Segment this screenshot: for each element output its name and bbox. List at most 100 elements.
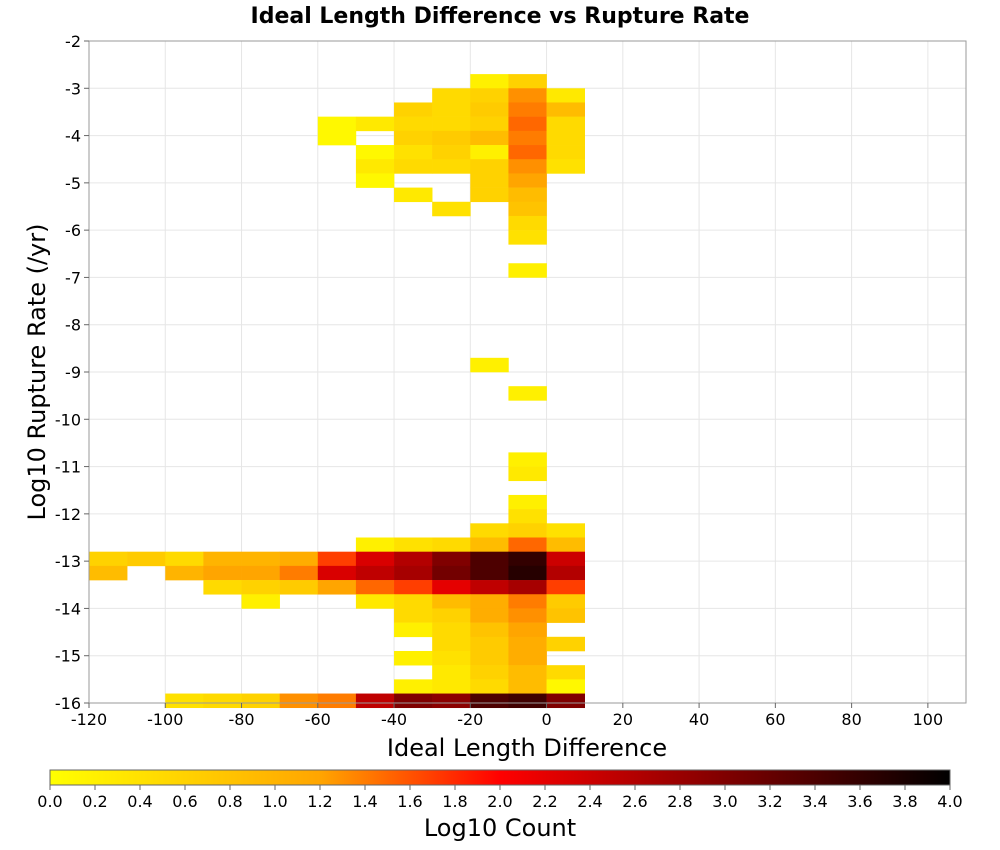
x-tick-label: 0 — [541, 710, 551, 729]
heatmap-cell — [394, 594, 433, 609]
heatmap-cell — [470, 551, 509, 567]
heatmap-cell — [470, 693, 509, 709]
heatmap-cell — [432, 537, 471, 552]
heatmap-cell — [546, 551, 585, 567]
heatmap-cell — [508, 665, 547, 680]
heatmap-cell — [432, 116, 471, 132]
heatmap-cell — [508, 466, 547, 482]
heatmap-cell — [508, 102, 547, 117]
heatmap-cell — [508, 679, 547, 694]
colorbar-tick-label: 2.2 — [532, 792, 557, 811]
heatmap-cell — [317, 565, 357, 581]
heatmap-cell — [317, 580, 357, 595]
heatmap-cell — [508, 201, 547, 217]
heatmap-cell — [546, 88, 585, 103]
heatmap-cell — [394, 622, 433, 638]
heatmap-cell — [394, 580, 433, 595]
heatmap-cell — [508, 650, 547, 666]
heatmap-cell — [317, 693, 357, 709]
heatmap-cell — [470, 608, 509, 623]
colorbar-tick-label: 1.8 — [442, 792, 467, 811]
heatmap-cell — [470, 580, 509, 595]
colorbar-tick-label: 0.6 — [172, 792, 197, 811]
heatmap-cell — [508, 452, 547, 467]
heatmap-cell — [546, 159, 585, 174]
heatmap-cell — [432, 608, 471, 623]
y-axis-ticks: -2 -3 -4 -5 -6 -7 -8 -9 -10 -11 -12 -13 -14 -15 -16 — [55, 32, 89, 713]
heatmap-cell — [279, 551, 319, 567]
heatmap-cell — [203, 565, 242, 581]
heatmap-cell — [394, 551, 433, 567]
heatmap-cell — [508, 187, 547, 203]
heatmap-cell — [432, 102, 471, 117]
heatmap-cell — [432, 88, 471, 103]
x-tick-label: -40 — [381, 710, 407, 729]
y-tick-label: -13 — [55, 552, 81, 571]
heatmap-cell — [508, 551, 547, 567]
heatmap-cell — [279, 565, 319, 581]
heatmap-cell — [355, 159, 395, 174]
heatmap-cell — [508, 116, 547, 132]
heatmap-cell — [165, 565, 204, 581]
y-tick-label: -16 — [55, 694, 81, 713]
colorbar-tick-label: 3.0 — [712, 792, 737, 811]
colorbar-tick-label: 1.4 — [352, 792, 377, 811]
heatmap-cell — [546, 636, 585, 652]
heatmap-cell — [394, 130, 433, 146]
y-tick-label: -3 — [65, 79, 81, 98]
colorbar-tick-label: 3.6 — [847, 792, 872, 811]
x-tick-label: -60 — [305, 710, 331, 729]
y-tick-label: -5 — [65, 174, 81, 193]
y-tick-label: -7 — [65, 268, 81, 287]
x-tick-label: -100 — [147, 710, 183, 729]
chart-title: Ideal Length Difference vs Rupture Rate — [251, 4, 750, 29]
heatmap-cell — [394, 608, 433, 623]
colorbar-tick-label: 3.2 — [757, 792, 782, 811]
heatmap-cell — [355, 693, 395, 709]
heatmap-cell — [508, 159, 547, 174]
heatmap-cell — [317, 116, 357, 132]
heatmap-cell — [241, 693, 280, 709]
heatmap-cell — [394, 159, 433, 174]
heatmap-cell — [317, 551, 357, 567]
heatmap-cell — [241, 594, 280, 609]
colorbar-tick-label: 0.8 — [217, 792, 242, 811]
heatmap-cell — [508, 594, 547, 609]
y-tick-label: -9 — [65, 363, 81, 382]
y-tick-label: -12 — [55, 505, 81, 524]
heatmap-cell — [432, 201, 471, 217]
heatmap-cell — [508, 74, 547, 89]
heatmap-cell — [394, 116, 433, 132]
heatmap-cell — [203, 580, 242, 595]
heatmap-cell — [470, 679, 509, 694]
y-tick-label: -4 — [65, 127, 81, 146]
y-axis-label: Log10 Rupture Rate (/yr) — [23, 224, 51, 521]
heatmap-cell — [432, 622, 471, 638]
heatmap-cell — [355, 145, 395, 160]
heatmap-cell — [355, 580, 395, 595]
x-tick-label: 40 — [689, 710, 709, 729]
heatmap-cell — [470, 650, 509, 666]
colorbar-tick-label: 1.2 — [307, 792, 332, 811]
y-tick-label: -6 — [65, 221, 81, 240]
heatmap-cells — [89, 74, 585, 709]
heatmap-cell — [355, 594, 395, 609]
heatmap-cell — [355, 537, 395, 552]
heatmap-cell — [508, 230, 547, 245]
heatmap-cell — [470, 102, 509, 117]
heatmap-cell — [165, 551, 204, 567]
heatmap-cell — [546, 580, 585, 595]
x-tick-label: 60 — [765, 710, 785, 729]
heatmap-cell — [508, 386, 547, 401]
heatmap-cell — [470, 187, 509, 203]
colorbar-tick-label: 2.4 — [577, 792, 602, 811]
y-tick-label: -14 — [55, 599, 81, 618]
colorbar-tick-label: 0.4 — [127, 792, 152, 811]
y-tick-label: -10 — [55, 410, 81, 429]
heatmap-cell — [508, 523, 547, 538]
heatmap-cell — [432, 551, 471, 567]
x-tick-label: -120 — [71, 710, 107, 729]
heatmap-cell — [508, 580, 547, 595]
heatmap-cell — [508, 145, 547, 160]
